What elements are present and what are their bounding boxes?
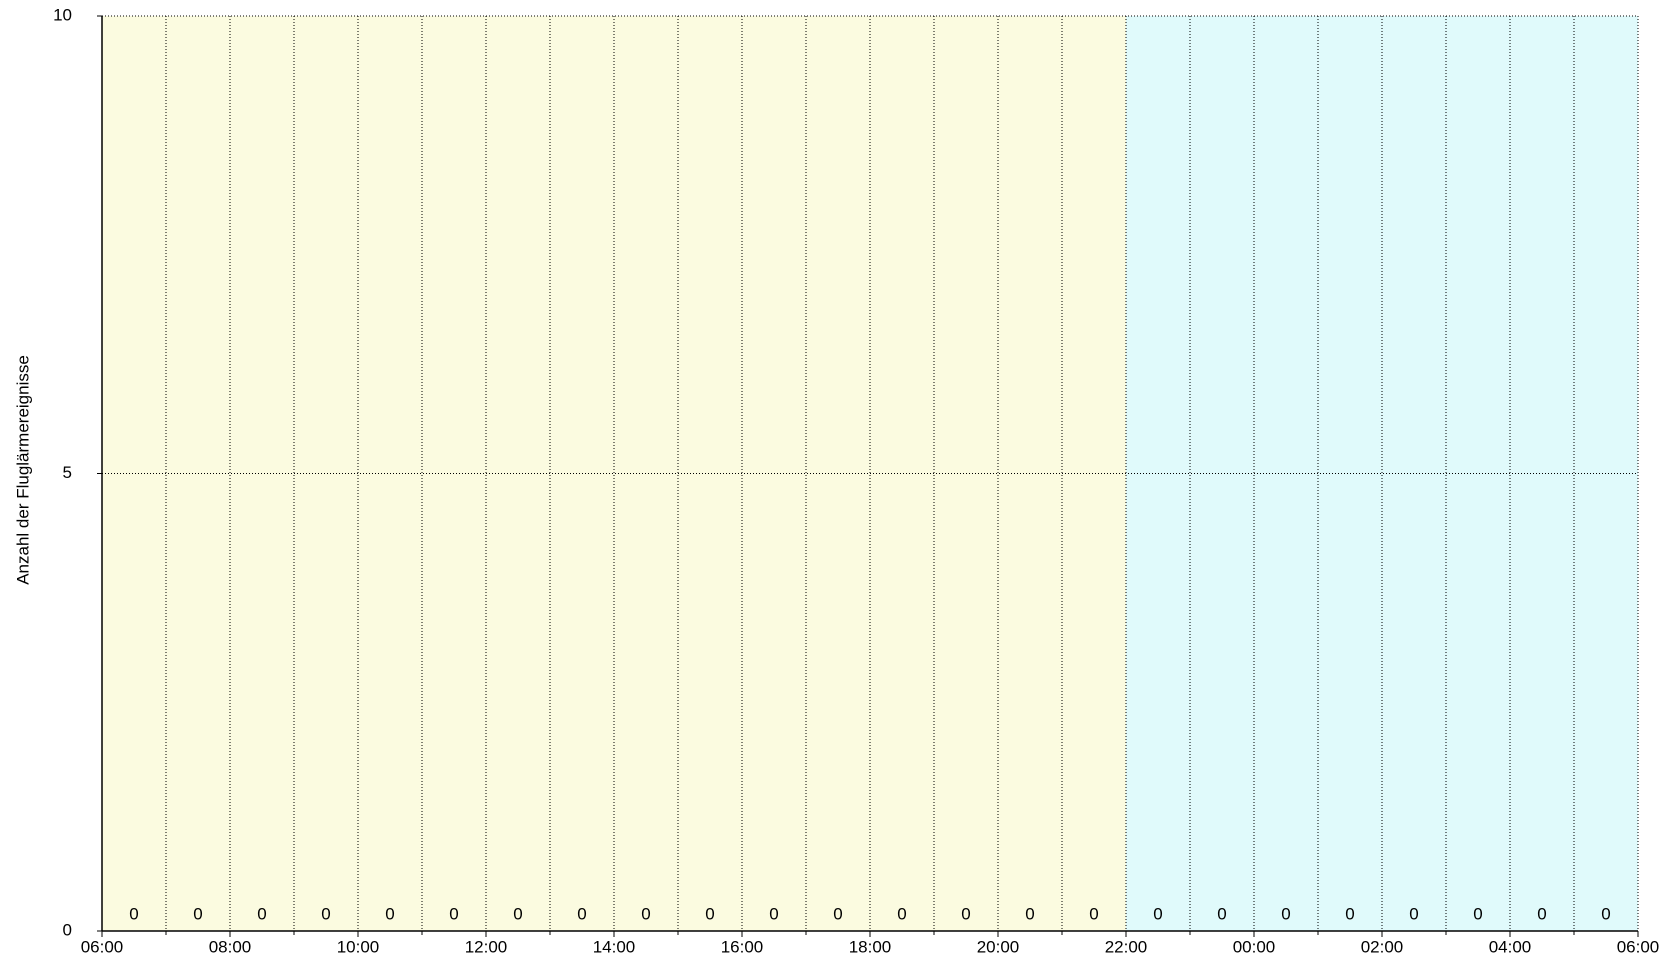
y-axis-label: Anzahl der Fluglärmereignisse (13, 355, 32, 585)
data-label: 0 (577, 904, 586, 923)
x-tick-label: 16:00 (721, 937, 764, 956)
data-label: 0 (193, 904, 202, 923)
data-label: 0 (833, 904, 842, 923)
data-label: 0 (1217, 904, 1226, 923)
x-tick-label: 02:00 (1361, 937, 1404, 956)
data-label: 0 (449, 904, 458, 923)
data-label: 0 (385, 904, 394, 923)
y-tick-label: 5 (63, 463, 72, 482)
data-label: 0 (1601, 904, 1610, 923)
x-tick-label: 20:00 (977, 937, 1020, 956)
data-label: 0 (321, 904, 330, 923)
data-label: 0 (1473, 904, 1482, 923)
x-tick-label: 14:00 (593, 937, 636, 956)
y-tick-label: 0 (63, 920, 72, 939)
y-tick-label: 10 (53, 5, 72, 24)
data-label: 0 (1537, 904, 1546, 923)
data-label: 0 (1025, 904, 1034, 923)
x-tick-label: 12:00 (465, 937, 508, 956)
data-label: 0 (129, 904, 138, 923)
x-tick-label: 18:00 (849, 937, 892, 956)
data-label: 0 (961, 904, 970, 923)
data-label: 0 (1153, 904, 1162, 923)
data-label: 0 (1089, 904, 1098, 923)
data-label: 0 (1409, 904, 1418, 923)
data-label: 0 (705, 904, 714, 923)
data-label: 0 (1281, 904, 1290, 923)
x-tick-label: 22:00 (1105, 937, 1148, 956)
data-label: 0 (769, 904, 778, 923)
x-tick-label: 10:00 (337, 937, 380, 956)
x-tick-label: 06:00 (81, 937, 124, 956)
data-label: 0 (641, 904, 650, 923)
x-tick-label: 06:00 (1617, 937, 1660, 956)
data-label: 0 (1345, 904, 1354, 923)
data-label: 0 (513, 904, 522, 923)
x-tick-label: 08:00 (209, 937, 252, 956)
x-tick-label: 00:00 (1233, 937, 1276, 956)
data-label: 0 (257, 904, 266, 923)
x-tick-label: 04:00 (1489, 937, 1532, 956)
data-label: 0 (897, 904, 906, 923)
